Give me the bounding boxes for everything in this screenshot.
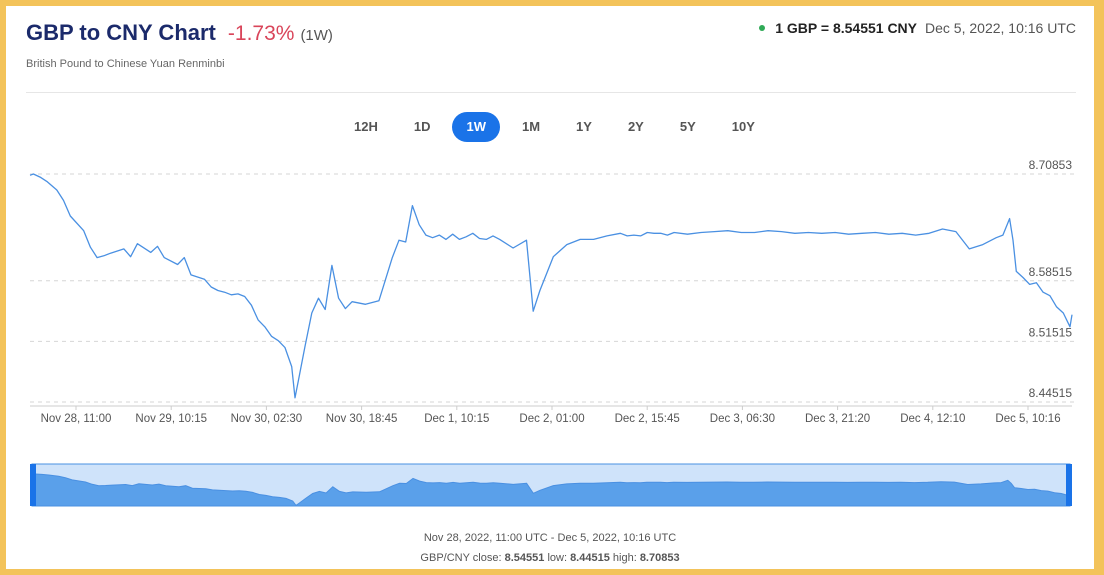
x-tick-label: Nov 29, 10:15 [135, 413, 207, 425]
stats-low-label: low: [547, 552, 567, 564]
x-tick-label: Nov 30, 18:45 [326, 413, 398, 425]
chart-title: GBP to CNY Chart [26, 20, 216, 45]
period-label: (1W) [300, 27, 333, 44]
tab-2y[interactable]: 2Y [627, 119, 644, 134]
stats-high-value: 8.70853 [639, 552, 680, 564]
stats-pair: GBP/CNY [420, 552, 470, 564]
rate-timestamp: Dec 5, 2022, 10:16 UTC [925, 20, 1076, 36]
footer-date-range: Nov 28, 2022, 11:00 UTC - Dec 5, 2022, 1… [423, 532, 677, 544]
tab-1y[interactable]: 1Y [576, 119, 592, 134]
x-tick-label: Dec 2, 01:00 [519, 413, 584, 425]
footer-stats: GBP/CNY close: 8.54551 low: 8.44515 high… [6, 552, 1094, 564]
y-tick-label: 8.51515 [1029, 325, 1073, 339]
rate-display: 1 GBP = 8.54551 CNY Dec 5, 2022, 10:16 U… [759, 20, 1076, 36]
header-divider [26, 92, 1076, 93]
navigator-area [31, 473, 1071, 507]
y-tick-label: 8.58515 [1029, 265, 1073, 279]
y-tick-label: 8.44515 [1029, 386, 1073, 400]
change-percent: -1.73% [227, 22, 295, 45]
tab-12h[interactable]: 12H [354, 119, 378, 134]
x-tick-label: Dec 1, 10:15 [424, 413, 489, 425]
line-chart: 8.70853 8.58515 8.51515 8.44515 Nov 28, 11:0… [29, 158, 1076, 507]
x-tick-label: Dec 3, 06:30 [710, 413, 775, 425]
x-tick-label: Dec 5, 10:16 [995, 413, 1060, 425]
x-tick-label: Nov 30, 02:30 [231, 413, 303, 425]
stats-close-label: close: [472, 552, 502, 564]
stats-high-label: high: [612, 552, 637, 564]
navigator-right-handle[interactable] [1066, 464, 1072, 506]
rate-value: 1 GBP = 8.54551 CNY [775, 20, 918, 36]
chart-widget: GBP to CNY Chart -1.73% (1W) British Pou… [6, 6, 1094, 569]
tab-1w[interactable]: 1W [452, 112, 500, 142]
tab-1d[interactable]: 1D [413, 119, 431, 134]
x-tick-label: Dec 4, 12:10 [900, 413, 965, 425]
tab-1m[interactable]: 1M [521, 119, 541, 134]
x-tick-label: Dec 3, 21:20 [805, 413, 870, 425]
stats-low-value: 8.44515 [570, 552, 610, 564]
series-line [29, 173, 1073, 399]
chart-subtitle: British Pound to Chinese Yuan Renminbi [26, 58, 225, 70]
x-tick-label: Nov 28, 11:00 [41, 413, 112, 425]
x-tick-label: Dec 2, 15:45 [615, 413, 680, 425]
stats-close-value: 8.54551 [504, 552, 545, 564]
y-tick-label: 8.70853 [1029, 158, 1073, 172]
tab-10y[interactable]: 10Y [731, 119, 755, 134]
navigator-left-handle[interactable] [30, 464, 36, 506]
period-tabs: 12H 1D 1W 1M 1Y 2Y 5Y 10Y [340, 112, 777, 142]
tab-5y[interactable]: 5Y [679, 119, 696, 134]
live-status-dot-icon [759, 25, 766, 31]
title-row: GBP to CNY Chart -1.73% (1W) [26, 20, 333, 46]
